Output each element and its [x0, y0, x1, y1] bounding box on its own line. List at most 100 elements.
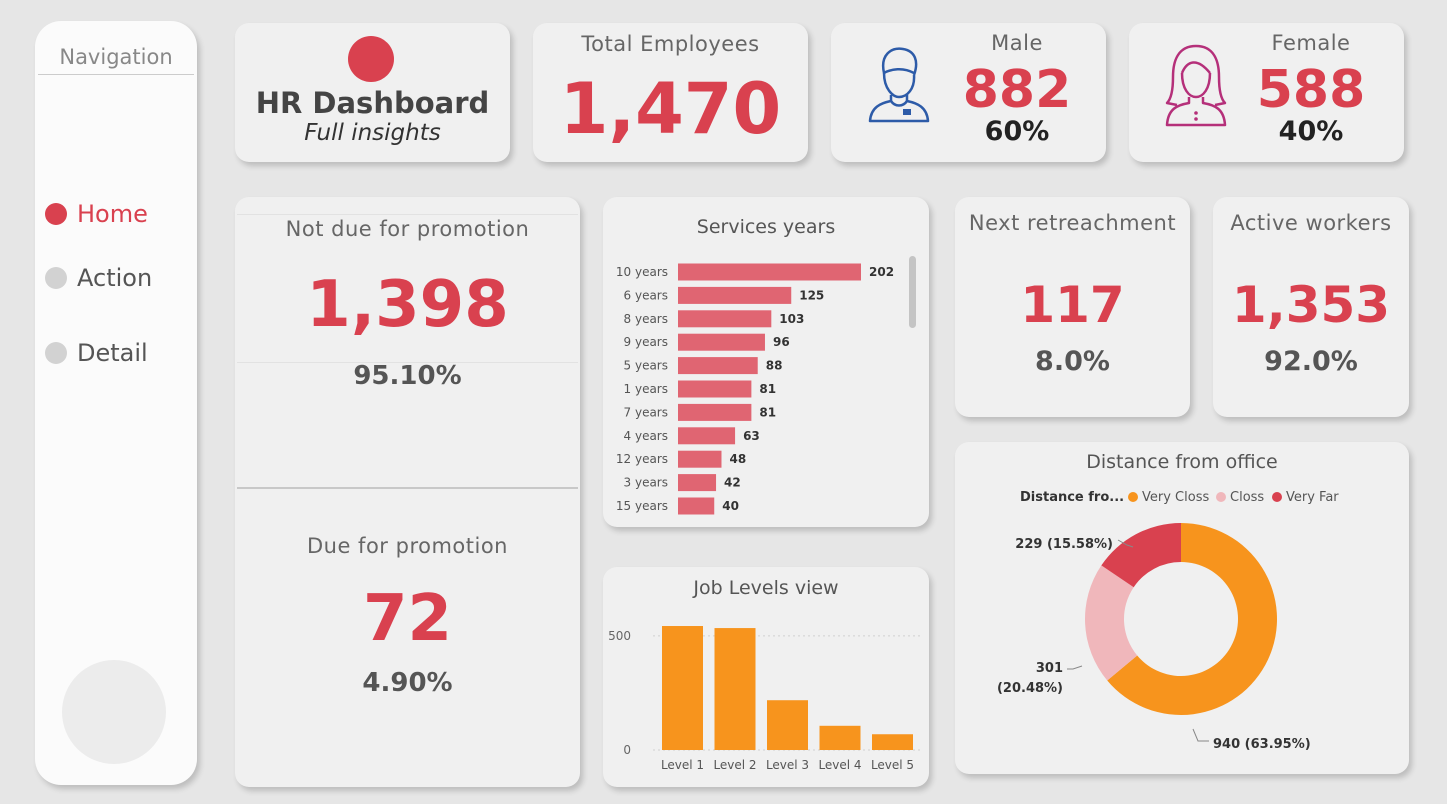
header-card: HR Dashboard Full insights	[235, 23, 510, 162]
due-percentage: 4.90%	[362, 668, 453, 698]
distance-legend-marker-icon	[1272, 492, 1282, 502]
distance-title: Distance from office	[1086, 451, 1278, 473]
job-levels-bar	[872, 734, 913, 750]
service-years-value-label: 96	[773, 335, 790, 349]
retrenchment-percentage: 8.0%	[1035, 346, 1110, 377]
nav-item-action[interactable]: Action	[45, 263, 152, 293]
retrenchment-card: Next retreachment 117 8.0%	[955, 197, 1190, 417]
female-count: 588	[1256, 60, 1366, 120]
distance-data-label: 940 (63.95%)	[1213, 737, 1311, 752]
nav-item-home[interactable]: Home	[45, 199, 148, 229]
service-years-category-label: 7 years	[624, 405, 668, 419]
service-years-bar	[678, 474, 717, 492]
service-years-value-label: 103	[779, 312, 804, 326]
services-years-scrollbar[interactable]	[909, 256, 916, 328]
job-levels-title: Job Levels view	[693, 577, 839, 599]
active-workers-label: Active workers	[1230, 211, 1392, 235]
service-years-category-label: 12 years	[616, 452, 668, 466]
job-levels-x-label: Level 2	[713, 758, 756, 772]
due-label: Due for promotion	[306, 534, 508, 558]
retrenchment-label: Next retreachment	[968, 211, 1177, 235]
active-workers-percentage: 92.0%	[1264, 346, 1358, 377]
nav-item-label: Home	[77, 200, 148, 228]
services-years-title: Services years	[696, 216, 836, 238]
due-value: 72	[362, 582, 453, 656]
service-years-bar	[678, 286, 792, 304]
job-levels-bar	[662, 626, 703, 750]
distance-leader-line	[1192, 728, 1209, 742]
service-years-category-label: 6 years	[624, 288, 668, 302]
not-due-label: Not due for promotion	[285, 217, 530, 241]
nav-item-label: Action	[77, 264, 153, 292]
male-label: Male	[991, 31, 1043, 55]
nav-home-dot-icon	[45, 203, 67, 225]
retrenchment-value: 117	[1020, 276, 1125, 334]
female-user-icon	[1165, 44, 1227, 127]
active-workers-card: Active workers 1,353 92.0%	[1213, 197, 1409, 417]
navigation-panel: Navigation Home Action Detail	[35, 21, 197, 785]
distance-legend-marker-icon	[1216, 492, 1226, 502]
promotion-card: Not due for promotion 1,398 95.10% Due f…	[235, 197, 580, 787]
not-due-percentage: 95.10%	[353, 361, 462, 391]
job-levels-y-tick: 0	[623, 743, 631, 757]
service-years-value-label: 88	[766, 359, 783, 373]
service-years-bar	[678, 263, 861, 281]
nav-item-detail[interactable]: Detail	[45, 338, 148, 368]
navigation-divider	[38, 74, 194, 75]
nav-action-dot-icon	[45, 267, 67, 289]
logo-dot-icon	[348, 36, 394, 82]
male-card: Male 882 60%	[831, 23, 1106, 162]
service-years-category-label: 8 years	[624, 312, 668, 326]
male-percentage: 60%	[984, 116, 1050, 147]
job-levels-x-label: Level 5	[871, 758, 914, 772]
total-employees-label: Total Employees	[581, 32, 760, 56]
distance-leader-line	[1117, 539, 1134, 548]
service-years-category-label: 3 years	[624, 476, 668, 490]
service-years-value-label: 48	[729, 452, 746, 466]
promotion-divider-box	[237, 214, 578, 363]
male-user-icon	[868, 47, 930, 123]
job-levels-y-tick: 500	[608, 629, 631, 643]
distance-legend-title: Distance fro...	[1020, 490, 1124, 505]
distance-data-label: 229 (15.58%)	[1015, 537, 1113, 552]
service-years-value-label: 40	[722, 499, 739, 513]
female-card: Female 588 40%	[1129, 23, 1404, 162]
job-levels-x-label: Level 4	[818, 758, 861, 772]
job-levels-x-label: Level 1	[661, 758, 704, 772]
distance-card: Distance from office	[955, 442, 1409, 774]
service-years-category-label: 10 years	[616, 265, 668, 279]
service-years-bar	[678, 427, 736, 445]
nav-detail-dot-icon	[45, 342, 67, 364]
service-years-bar	[678, 403, 752, 421]
job-levels-bar	[819, 725, 861, 750]
service-years-value-label: 81	[759, 382, 776, 396]
page-title: HR Dashboard	[255, 86, 490, 120]
service-years-category-label: 9 years	[624, 335, 668, 349]
page-subtitle: Full insights	[304, 120, 441, 146]
promotion-separator	[237, 487, 578, 489]
distance-donut-slice	[1085, 565, 1138, 681]
total-employees-value: 1,470	[559, 68, 782, 150]
service-years-value-label: 202	[869, 265, 894, 279]
male-count: 882	[962, 60, 1072, 120]
nav-item-label: Detail	[77, 339, 148, 367]
service-years-value-label: 42	[724, 476, 741, 490]
distance-legend-label: Very Closs	[1142, 490, 1209, 505]
service-years-bar	[678, 357, 758, 375]
distance-legend-label: Very Far	[1286, 490, 1339, 505]
service-years-value-label: 63	[743, 429, 760, 443]
service-years-category-label: 4 years	[624, 429, 668, 443]
services-years-chart: 10 years 202 6 years 125 8 years 103 9 years 96…	[616, 263, 894, 515]
service-years-category-label: 5 years	[624, 359, 668, 373]
distance-leader-line	[1067, 665, 1083, 670]
service-years-bar	[678, 380, 752, 398]
service-years-category-label: 1 years	[624, 382, 668, 396]
distance-donut-chart: Distance fro... Very Closs Closs Very Far 94…	[997, 490, 1339, 752]
service-years-bar	[678, 497, 715, 515]
nav-circle-button[interactable]	[62, 660, 166, 764]
female-label: Female	[1271, 31, 1351, 55]
distance-donut-slice	[1101, 523, 1181, 588]
service-years-value-label: 81	[759, 405, 776, 419]
job-levels-chart: 0 500 Level 1 Level 2 Level 3 Level 4 Level 5	[608, 626, 923, 772]
service-years-value-label: 125	[799, 288, 824, 302]
